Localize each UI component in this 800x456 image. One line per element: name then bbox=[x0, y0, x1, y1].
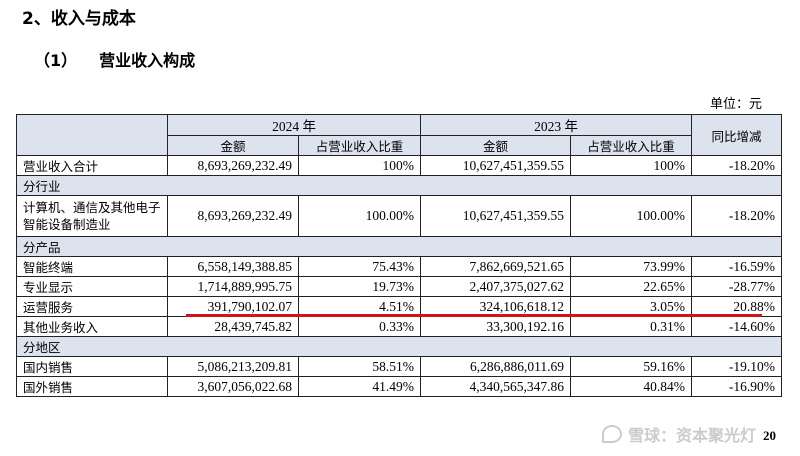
share-2023-cell: 100.00% bbox=[570, 195, 692, 237]
header-share-2024: 占营业收入比重 bbox=[298, 135, 421, 156]
table-row: 智能终端 6,558,149,388.85 75.43% 7,862,669,5… bbox=[16, 256, 782, 277]
amount-2024-cell: 6,558,149,388.85 bbox=[167, 256, 299, 277]
snowball-logo-icon bbox=[601, 425, 622, 443]
table-row-total: 营业收入合计 8,693,269,232.49 100% 10,627,451,… bbox=[16, 155, 782, 176]
table-row: 计算机、通信及其他电子智能设备制造业 8,693,269,232.49 100.… bbox=[16, 195, 782, 237]
share-2024-cell: 41.49% bbox=[298, 376, 421, 397]
amount-2023-cell: 2,407,375,027.62 bbox=[420, 276, 571, 297]
amount-2024-cell: 8,693,269,232.49 bbox=[167, 155, 299, 176]
subsection-number: （1） bbox=[34, 51, 78, 70]
share-2023-cell: 59.16% bbox=[570, 356, 692, 377]
header-amount-2023: 金额 bbox=[420, 135, 571, 156]
yoy-cell: -18.20% bbox=[691, 155, 782, 176]
row-label: 智能终端 bbox=[16, 256, 168, 277]
yoy-cell: -16.90% bbox=[691, 376, 782, 397]
share-2024-cell: 100% bbox=[298, 155, 421, 176]
yoy-cell: -28.77% bbox=[691, 276, 782, 297]
header-share-2023: 占营业收入比重 bbox=[570, 135, 692, 156]
yoy-cell: -19.10% bbox=[691, 356, 782, 377]
header-row-years: 2024 年 2023 年 同比增减 bbox=[16, 114, 782, 156]
amount-2023-cell: 324,106,618.12 bbox=[420, 296, 571, 317]
amount-2023-cell: 33,300,192.16 bbox=[420, 316, 571, 337]
row-label: 国内销售 bbox=[16, 356, 168, 377]
amount-2023-cell: 10,627,451,359.55 bbox=[420, 195, 571, 237]
unit-label: 单位：元 bbox=[709, 97, 762, 112]
yoy-cell: -16.59% bbox=[691, 256, 782, 277]
share-2023-cell: 100% bbox=[570, 155, 692, 176]
share-2023-cell: 40.84% bbox=[570, 376, 692, 397]
row-label: 专业显示 bbox=[16, 276, 168, 297]
share-2024-cell: 58.51% bbox=[298, 356, 421, 377]
row-label: 国外销售 bbox=[16, 376, 168, 397]
row-label: 营业收入合计 bbox=[16, 155, 168, 176]
amount-2024-cell: 28,439,745.82 bbox=[167, 316, 299, 337]
header-amount-2024: 金额 bbox=[167, 135, 299, 156]
share-2023-cell: 0.31% bbox=[570, 316, 692, 337]
red-highlight-underline bbox=[186, 314, 762, 317]
share-2023-cell: 73.99% bbox=[570, 256, 692, 277]
share-2024-cell: 4.51% bbox=[298, 296, 421, 317]
amount-2024-cell: 5,086,213,209.81 bbox=[167, 356, 299, 377]
category-heading: 分行业 bbox=[16, 175, 782, 196]
section-heading: 2、收入与成本 bbox=[22, 9, 136, 29]
revenue-composition-table: 2024 年 2023 年 同比增减 金额 占营业收入比重 金额 占营业收入比重… bbox=[16, 114, 782, 397]
share-2023-cell: 22.65% bbox=[570, 276, 692, 297]
watermark: 雪球：资本聚光灯 bbox=[601, 422, 756, 446]
category-row-product: 分产品 bbox=[16, 236, 782, 257]
amount-2023-cell: 7,862,669,521.65 bbox=[420, 256, 571, 277]
row-label: 其他业务收入 bbox=[16, 316, 168, 337]
header-yoy: 同比增减 bbox=[691, 114, 782, 156]
amount-2024-cell: 1,714,889,995.75 bbox=[167, 276, 299, 297]
table-row: 国内销售 5,086,213,209.81 58.51% 6,286,886,0… bbox=[16, 356, 782, 377]
watermark-text: 雪球：资本聚光灯 bbox=[627, 426, 756, 445]
amount-2023-cell: 4,340,565,347.86 bbox=[420, 376, 571, 397]
row-label: 运营服务 bbox=[16, 296, 168, 317]
amount-2023-cell: 6,286,886,011.69 bbox=[420, 356, 571, 377]
header-row-metrics: 金额 占营业收入比重 金额 占营业收入比重 bbox=[17, 135, 782, 156]
page-number: 20 bbox=[763, 428, 776, 443]
yoy-cell: -14.60% bbox=[691, 316, 782, 337]
amount-2023-cell: 10,627,451,359.55 bbox=[420, 155, 571, 176]
table-row: 专业显示 1,714,889,995.75 19.73% 2,407,375,0… bbox=[16, 276, 782, 297]
yoy-cell: -18.20% bbox=[691, 195, 782, 237]
header-blank-cell bbox=[16, 114, 168, 156]
share-2024-cell: 19.73% bbox=[298, 276, 421, 297]
header-year-2023: 2023 年 bbox=[420, 114, 692, 136]
table-row: 其他业务收入 28,439,745.82 0.33% 33,300,192.16… bbox=[16, 316, 782, 337]
subsection-title: 营业收入构成 bbox=[99, 51, 196, 70]
category-row-region: 分地区 bbox=[16, 336, 782, 357]
category-row-industry: 分行业 bbox=[16, 175, 782, 196]
share-2024-cell: 0.33% bbox=[298, 316, 421, 337]
header-year-2024: 2024 年 bbox=[167, 114, 421, 136]
share-2024-cell: 100.00% bbox=[298, 195, 421, 237]
amount-2024-cell: 8,693,269,232.49 bbox=[167, 195, 299, 237]
row-label: 计算机、通信及其他电子智能设备制造业 bbox=[16, 195, 168, 237]
category-heading: 分产品 bbox=[16, 236, 782, 257]
table-row: 国外销售 3,607,056,022.68 41.49% 4,340,565,3… bbox=[16, 376, 782, 397]
subsection-heading: （1） 营业收入构成 bbox=[34, 47, 195, 71]
share-2024-cell: 75.43% bbox=[298, 256, 421, 277]
amount-2024-cell: 3,607,056,022.68 bbox=[167, 376, 299, 397]
category-heading: 分地区 bbox=[16, 336, 782, 357]
